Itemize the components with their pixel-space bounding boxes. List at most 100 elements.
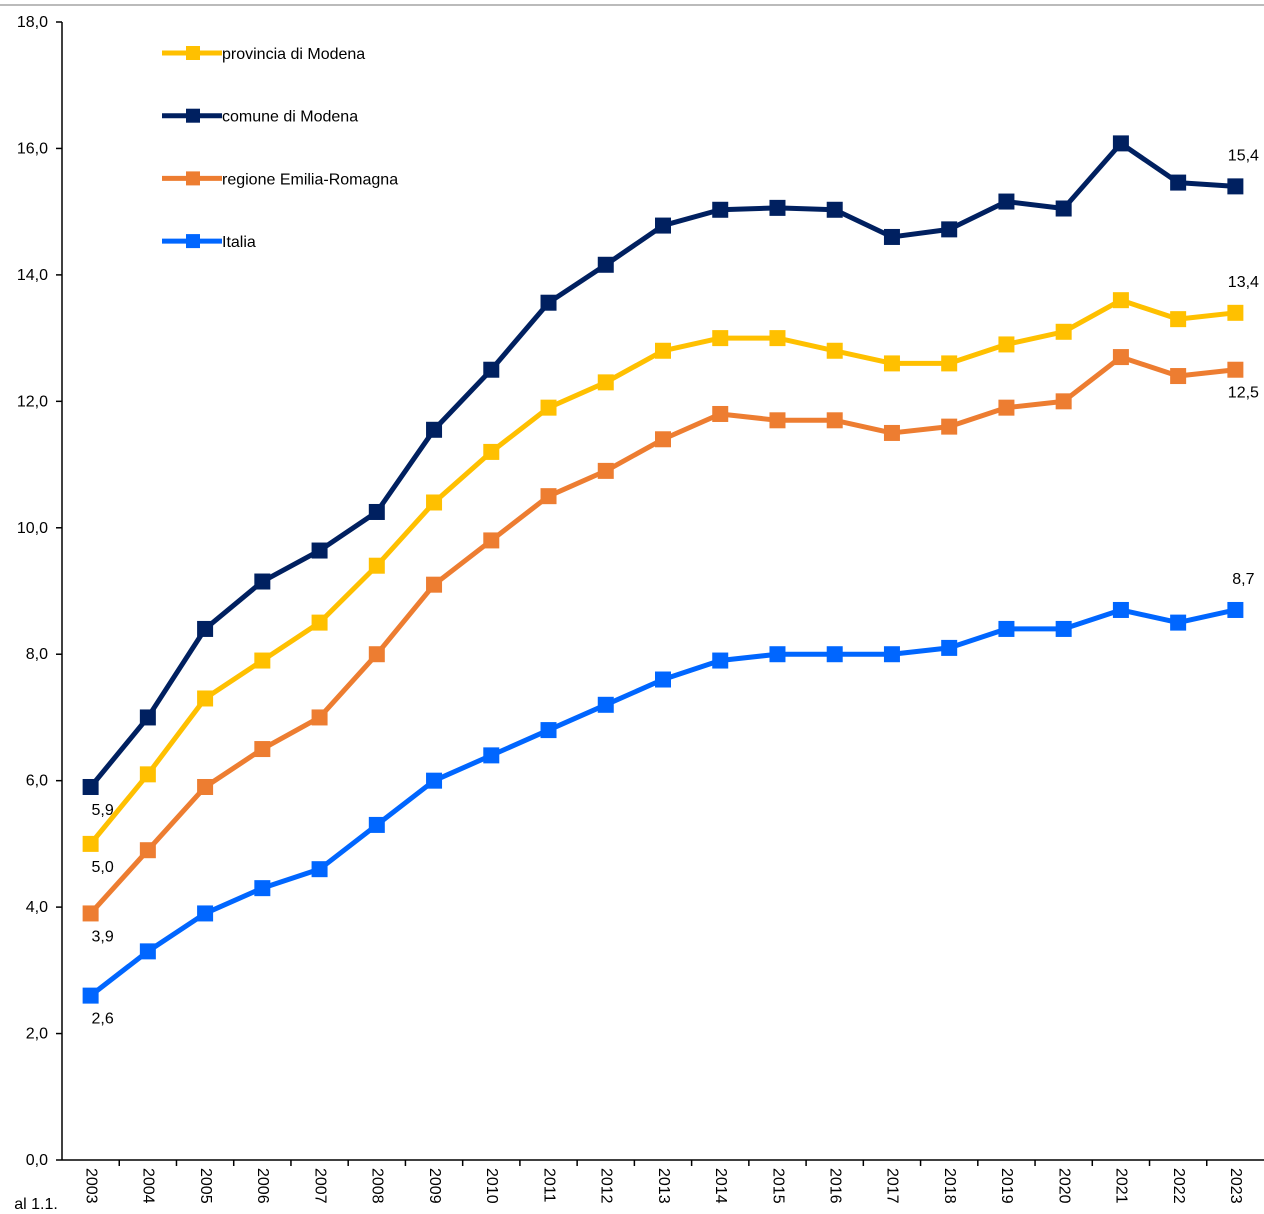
x-tick-label: 2013	[655, 1168, 672, 1204]
data-point	[1227, 361, 1244, 378]
x-tick-label: 2016	[826, 1168, 843, 1204]
data-point	[426, 772, 443, 789]
data-point	[998, 336, 1015, 353]
y-tick-label: 18,0	[17, 14, 48, 31]
data-point	[769, 199, 786, 216]
data-label: 5,9	[91, 802, 113, 819]
data-point	[254, 880, 271, 897]
data-label: 13,4	[1228, 274, 1259, 291]
data-point	[769, 412, 786, 429]
x-tick-label: 2011	[540, 1168, 557, 1203]
data-point	[368, 503, 385, 520]
data-point	[254, 741, 271, 758]
data-point	[426, 421, 443, 438]
data-point	[1112, 349, 1129, 366]
data-point	[1170, 614, 1187, 631]
data-point	[1055, 393, 1072, 410]
y-tick-label: 8,0	[26, 646, 48, 663]
data-label: 5,0	[91, 859, 113, 876]
x-tick-label: 2014	[712, 1168, 729, 1204]
data-point	[1112, 135, 1129, 152]
series-line	[88, 140, 1236, 789]
data-point	[826, 412, 843, 429]
x-tick-label: 2008	[369, 1168, 386, 1204]
data-point	[1227, 601, 1244, 618]
data-point	[712, 201, 729, 218]
data-point	[197, 905, 214, 922]
data-point	[712, 405, 729, 422]
data-point	[82, 905, 99, 922]
data-point	[597, 696, 614, 713]
data-point	[483, 747, 500, 764]
x-tick-label: 2022	[1170, 1168, 1187, 1204]
data-point	[1170, 368, 1187, 385]
legend-marker	[186, 108, 200, 123]
data-point	[426, 576, 443, 593]
data-point	[941, 355, 958, 372]
x-tick-label: 2015	[769, 1168, 786, 1204]
data-label: 8,7	[1232, 571, 1254, 588]
data-point	[254, 652, 271, 669]
data-point	[941, 221, 958, 238]
data-point	[998, 399, 1015, 416]
x-axis-label: al 1.1.	[14, 1196, 58, 1213]
data-point	[883, 424, 900, 441]
data-point	[311, 542, 328, 559]
x-tick-label: 2017	[884, 1168, 901, 1204]
data-point	[826, 201, 843, 218]
data-point	[139, 842, 156, 859]
data-point	[712, 330, 729, 347]
data-point	[998, 620, 1015, 637]
data-point	[883, 646, 900, 663]
x-tick-label: 2005	[197, 1168, 214, 1204]
data-label: 12,5	[1228, 385, 1259, 402]
data-point	[197, 778, 214, 795]
legend-label: provincia di Modena	[222, 46, 365, 63]
x-tick-label: 2010	[483, 1168, 500, 1204]
legend-marker	[186, 171, 200, 186]
data-point	[311, 614, 328, 631]
data-point	[82, 778, 99, 795]
y-tick-label: 2,0	[26, 1026, 48, 1043]
data-point	[368, 816, 385, 833]
data-point	[1112, 601, 1129, 618]
data-point	[483, 532, 500, 549]
data-point	[311, 709, 328, 726]
y-tick-label: 4,0	[26, 899, 48, 916]
data-point	[197, 620, 214, 637]
data-point	[883, 228, 900, 245]
y-tick-label: 10,0	[17, 520, 48, 537]
data-point	[1055, 323, 1072, 340]
data-label: 2,6	[91, 1011, 113, 1028]
data-point	[483, 361, 500, 378]
x-tick-label: 2018	[941, 1168, 958, 1204]
data-point	[998, 193, 1015, 210]
x-tick-label: 2004	[140, 1168, 157, 1204]
data-point	[655, 217, 671, 234]
data-point	[540, 488, 557, 505]
data-point	[883, 355, 900, 372]
y-tick-label: 12,0	[17, 393, 48, 410]
data-point	[826, 342, 843, 359]
x-tick-label: 2009	[426, 1168, 443, 1204]
data-point	[197, 690, 214, 707]
y-tick-label: 6,0	[26, 773, 48, 790]
data-point	[1055, 620, 1072, 637]
y-tick-label: 14,0	[17, 267, 48, 284]
data-point	[1055, 200, 1072, 217]
data-point	[1227, 304, 1244, 321]
y-tick-label: 16,0	[17, 140, 48, 157]
data-point	[426, 494, 443, 511]
y-tick-label: 0,0	[26, 1152, 48, 1169]
data-point	[826, 646, 843, 663]
x-tick-label: 2019	[998, 1168, 1015, 1204]
data-point	[941, 418, 958, 435]
data-point	[597, 374, 614, 391]
data-point	[1170, 311, 1187, 328]
legend-label: regione Emilia-Romagna	[222, 171, 398, 188]
data-point	[769, 646, 786, 663]
data-point	[254, 573, 271, 590]
data-point	[769, 330, 786, 347]
